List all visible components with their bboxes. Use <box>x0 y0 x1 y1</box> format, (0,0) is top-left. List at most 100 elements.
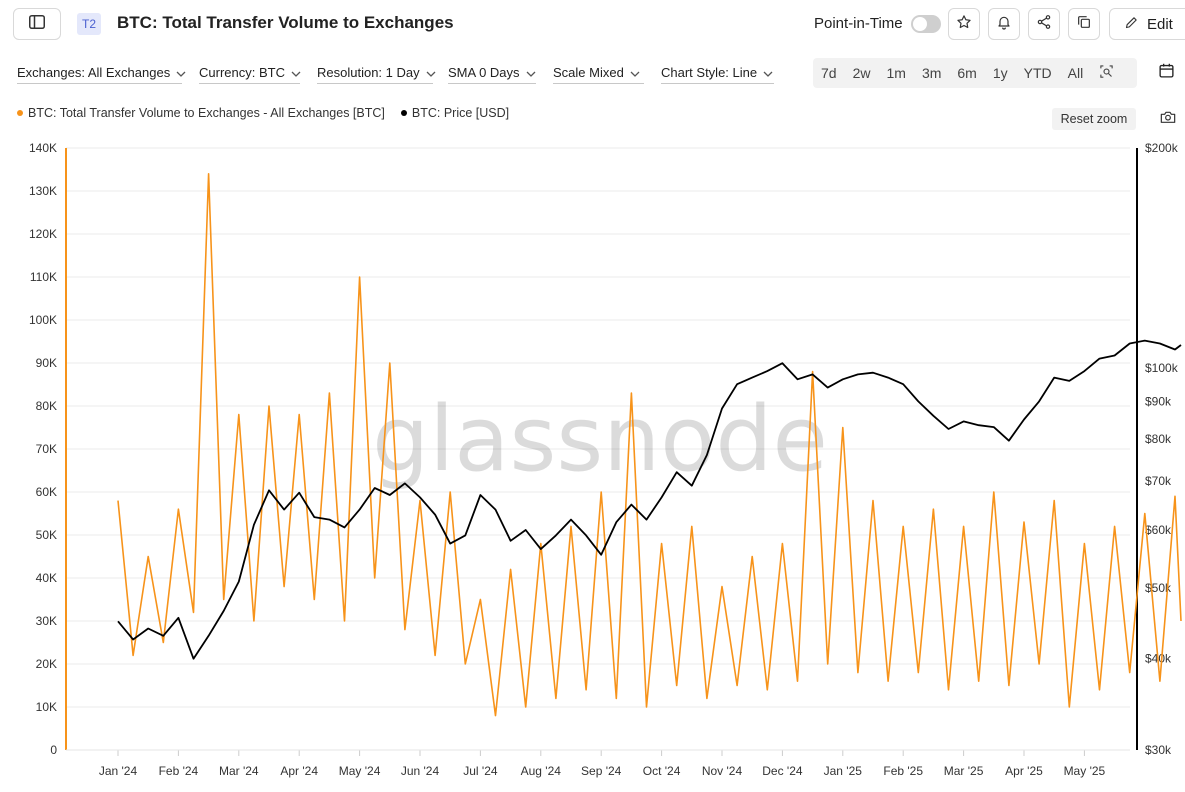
zoom-select-icon <box>1099 65 1114 82</box>
range-2w[interactable]: 2w <box>852 65 871 81</box>
left-axis: 0 10K 20K 30K 40K 50K 60K 70K 80K 90K 100K 110K 120K… <box>29 141 57 757</box>
exchanges-dropdown[interactable]: Exchanges: All Exchanges <box>17 62 186 84</box>
right-tick-label: $70k <box>1145 474 1172 488</box>
left-tick-label: 30K <box>36 614 57 628</box>
x-tick-label: Feb '24 <box>159 764 199 778</box>
camera-icon <box>1160 110 1176 129</box>
chart-style-dropdown-label: Chart Style: Line <box>661 65 758 80</box>
x-tick-label: Jan '24 <box>99 764 138 778</box>
right-tick-label: $30k <box>1145 743 1172 757</box>
edit-label: Edit <box>1147 15 1173 33</box>
chevron-down-icon <box>630 65 640 80</box>
chevron-down-icon <box>176 65 186 80</box>
right-tick-label: $200k <box>1145 141 1179 155</box>
star-icon <box>956 14 972 35</box>
toggle-knob <box>913 17 927 31</box>
range-all[interactable]: All <box>1067 65 1084 81</box>
left-tick-label: 100K <box>29 313 57 327</box>
currency-dropdown[interactable]: Currency: BTC <box>199 62 301 84</box>
point-in-time-toggle[interactable] <box>911 15 941 33</box>
left-tick-label: 130K <box>29 184 57 198</box>
zoom-select-button[interactable] <box>1091 64 1122 82</box>
currency-dropdown-label: Currency: BTC <box>199 65 285 80</box>
left-tick-label: 70K <box>36 442 57 456</box>
x-tick-label: Feb '25 <box>883 764 923 778</box>
legend-dot-price <box>400 110 407 116</box>
left-tick-label: 60K <box>36 485 57 499</box>
legend-label-price: BTC: Price [USD] <box>411 106 510 120</box>
left-tick-label: 140K <box>29 141 57 155</box>
right-tick-label: $60k <box>1145 523 1172 537</box>
x-tick-label: Oct '24 <box>643 764 681 778</box>
duplicate-button[interactable] <box>1068 8 1100 40</box>
chevron-down-icon <box>291 65 301 80</box>
range-7d[interactable]: 7d <box>821 65 837 81</box>
chevron-down-icon <box>426 65 436 80</box>
x-tick-label: Nov '24 <box>702 764 743 778</box>
x-tick-label: Aug '24 <box>521 764 562 778</box>
x-tick-label: Jan '25 <box>824 764 863 778</box>
point-in-time-label: Point-in-Time <box>814 15 903 32</box>
right-tick-label: $90k <box>1145 394 1172 408</box>
x-tick-label: May '25 <box>1064 764 1106 778</box>
right-tick-label: $80k <box>1145 432 1172 446</box>
share-button[interactable] <box>1028 8 1060 40</box>
x-tick-label: Jul '24 <box>463 764 498 778</box>
scale-dropdown-label: Scale Mixed <box>553 65 624 80</box>
sidebar-icon <box>29 14 45 34</box>
date-range-button[interactable] <box>1148 58 1185 88</box>
chart-style-dropdown[interactable]: Chart Style: Line <box>661 62 774 84</box>
chart-legend: BTC: Total Transfer Volume to Exchanges … <box>17 105 525 121</box>
legend-item-price[interactable]: BTC: Price [USD] <box>400 106 510 120</box>
legend-label-volume: BTC: Total Transfer Volume to Exchanges … <box>28 106 385 120</box>
range-1y[interactable]: 1y <box>992 65 1008 81</box>
left-tick-label: 20K <box>36 657 57 671</box>
range-6m[interactable]: 6m <box>957 65 977 81</box>
right-tick-label: $100k <box>1145 361 1179 375</box>
x-tick-label: Apr '24 <box>280 764 318 778</box>
chart-controls: Exchanges: All Exchanges Currency: BTC R… <box>0 58 1185 88</box>
left-tick-label: 90K <box>36 356 57 370</box>
time-range-selector: 7d 2w 1m 3m 6m 1y YTD All <box>813 58 1137 88</box>
favorite-button[interactable] <box>948 8 980 40</box>
calendar-icon <box>1158 62 1175 84</box>
resolution-dropdown[interactable]: Resolution: 1 Day <box>317 62 436 84</box>
x-axis: Jan '24 Feb '24 Mar '24 Apr '24 May '24 Jun '… <box>99 750 1106 778</box>
share-icon <box>1036 14 1052 35</box>
left-tick-label: 120K <box>29 227 57 241</box>
left-tick-label: 110K <box>30 270 57 284</box>
left-tick-label: 40K <box>36 571 57 585</box>
resolution-dropdown-label: Resolution: 1 Day <box>317 65 420 80</box>
range-1m[interactable]: 1m <box>886 65 906 81</box>
watermark: glassnode <box>372 387 828 492</box>
left-tick-label: 50K <box>36 528 57 542</box>
edit-button[interactable]: Edit <box>1109 8 1185 40</box>
alert-button[interactable] <box>988 8 1020 40</box>
left-tick-label: 0 <box>50 743 57 757</box>
sma-dropdown-label: SMA 0 Days <box>448 65 520 80</box>
x-tick-label: Sep '24 <box>581 764 622 778</box>
series-price-line <box>117 339 1182 660</box>
legend-item-volume[interactable]: BTC: Total Transfer Volume to Exchanges … <box>17 106 385 120</box>
x-tick-label: Apr '25 <box>1005 764 1043 778</box>
x-tick-label: May '24 <box>339 764 381 778</box>
x-tick-label: Dec '24 <box>762 764 803 778</box>
chevron-down-icon <box>763 65 773 80</box>
sidebar-toggle-button[interactable] <box>13 8 61 40</box>
left-tick-label: 80K <box>36 399 57 413</box>
reset-zoom-button[interactable]: Reset zoom <box>1052 108 1136 130</box>
left-tick-label: 10K <box>36 700 57 714</box>
export-image-button[interactable] <box>1158 110 1178 128</box>
range-ytd[interactable]: YTD <box>1023 65 1052 81</box>
range-3m[interactable]: 3m <box>921 65 942 81</box>
x-tick-label: Mar '25 <box>944 764 984 778</box>
exchanges-dropdown-label: Exchanges: All Exchanges <box>17 65 171 80</box>
sma-dropdown[interactable]: SMA 0 Days <box>448 62 536 84</box>
x-tick-label: Jun '24 <box>401 764 440 778</box>
copy-icon <box>1076 14 1092 35</box>
top-bar: T2 BTC: Total Transfer Volume to Exchang… <box>0 0 1185 48</box>
scale-dropdown[interactable]: Scale Mixed <box>553 62 644 84</box>
pencil-icon <box>1124 15 1139 34</box>
x-tick-label: Mar '24 <box>219 764 259 778</box>
